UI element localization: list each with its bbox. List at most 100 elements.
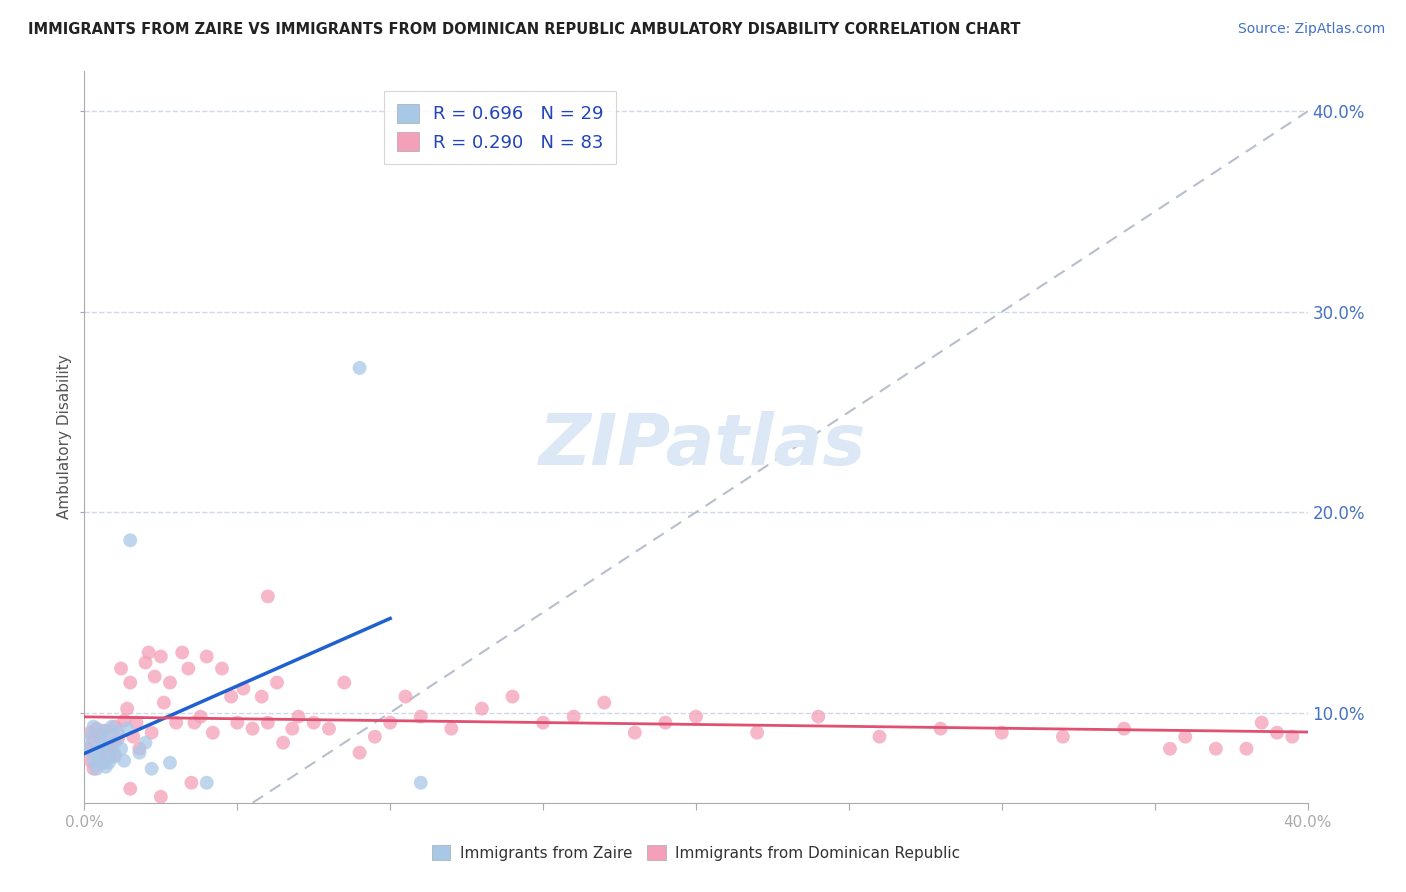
Point — [180, 776, 202, 790]
Point — [929, 722, 952, 736]
Point — [159, 675, 181, 690]
Y-axis label: Ambulatory Disability: Ambulatory Disability — [56, 355, 72, 519]
Point — [250, 690, 273, 704]
Point — [94, 760, 117, 774]
Point — [94, 723, 117, 738]
Point — [104, 736, 127, 750]
Text: ZIPatlas: ZIPatlas — [540, 411, 866, 481]
Point — [257, 715, 280, 730]
Point — [83, 762, 105, 776]
Point — [685, 709, 707, 723]
Point — [97, 756, 120, 770]
Point — [141, 725, 163, 739]
Point — [89, 730, 111, 744]
Point — [869, 730, 891, 744]
Point — [165, 715, 187, 730]
Point — [1250, 715, 1272, 730]
Point — [1114, 722, 1136, 736]
Point — [219, 690, 242, 704]
Point — [125, 715, 148, 730]
Point — [79, 725, 101, 739]
Point — [91, 756, 114, 770]
Point — [1236, 741, 1258, 756]
Point — [349, 746, 371, 760]
Point — [97, 739, 120, 754]
Point — [76, 741, 98, 756]
Point — [271, 736, 294, 750]
Point — [172, 646, 194, 660]
Point — [502, 690, 524, 704]
Point — [149, 789, 172, 804]
Point — [281, 722, 304, 736]
Point — [91, 739, 114, 754]
Point — [232, 681, 254, 696]
Point — [83, 720, 105, 734]
Point — [1052, 730, 1074, 744]
Point — [128, 741, 150, 756]
Point — [409, 709, 432, 723]
Point — [141, 762, 163, 776]
Point — [349, 360, 371, 375]
Point — [86, 762, 108, 776]
Point — [115, 701, 138, 715]
Point — [107, 731, 129, 746]
Point — [101, 736, 124, 750]
Point — [211, 661, 233, 675]
Point — [120, 675, 142, 690]
Point — [104, 720, 127, 734]
Point — [110, 741, 132, 756]
Point — [104, 747, 127, 762]
Point — [89, 746, 111, 760]
Point — [394, 690, 416, 704]
Point — [1281, 730, 1303, 744]
Point — [654, 715, 676, 730]
Point — [440, 722, 463, 736]
Point — [747, 725, 769, 739]
Point — [101, 720, 124, 734]
Point — [79, 730, 101, 744]
Point — [91, 723, 114, 738]
Point — [149, 649, 172, 664]
Point — [318, 722, 340, 736]
Point — [1205, 741, 1227, 756]
Point — [302, 715, 325, 730]
Point — [115, 722, 138, 736]
Point — [409, 776, 432, 790]
Point — [593, 696, 616, 710]
Point — [83, 754, 105, 768]
Point — [76, 741, 98, 756]
Point — [991, 725, 1014, 739]
Point — [143, 669, 166, 683]
Point — [122, 730, 145, 744]
Point — [242, 722, 264, 736]
Point — [94, 730, 117, 744]
Point — [128, 746, 150, 760]
Point — [195, 776, 218, 790]
Point — [112, 754, 135, 768]
Point — [177, 661, 200, 675]
Point — [135, 656, 157, 670]
Point — [153, 696, 176, 710]
Point — [1159, 741, 1181, 756]
Point — [226, 715, 249, 730]
Point — [138, 646, 160, 660]
Point — [531, 715, 554, 730]
Point — [120, 533, 142, 548]
Point — [364, 730, 387, 744]
Point — [86, 722, 108, 736]
Text: IMMIGRANTS FROM ZAIRE VS IMMIGRANTS FROM DOMINICAN REPUBLIC AMBULATORY DISABILIT: IMMIGRANTS FROM ZAIRE VS IMMIGRANTS FROM… — [28, 22, 1021, 37]
Point — [471, 701, 494, 715]
Point — [159, 756, 181, 770]
Text: Source: ZipAtlas.com: Source: ZipAtlas.com — [1237, 22, 1385, 37]
Point — [201, 725, 224, 739]
Point — [89, 752, 111, 766]
Point — [110, 661, 132, 675]
Point — [562, 709, 585, 723]
Point — [1265, 725, 1288, 739]
Point — [86, 746, 108, 760]
Point — [97, 746, 120, 760]
Point — [380, 715, 402, 730]
Point — [112, 714, 135, 728]
Point — [83, 733, 105, 747]
Point — [266, 675, 288, 690]
